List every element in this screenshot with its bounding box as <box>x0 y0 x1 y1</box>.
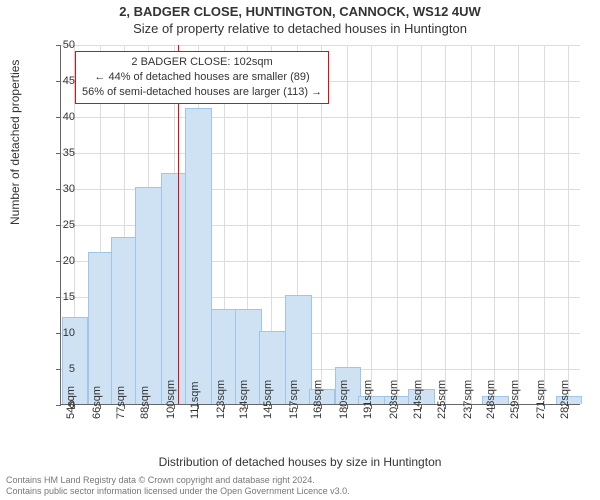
annotation-line: 2 BADGER CLOSE: 102sqm <box>82 55 322 70</box>
gridline-v <box>371 45 372 404</box>
gridline-v <box>421 45 422 404</box>
y-tick-label: 30 <box>45 183 75 195</box>
annotation-line: 56% of semi-detached houses are larger (… <box>82 85 322 100</box>
y-tick-label: 25 <box>45 219 75 231</box>
footer-line-1: Contains HM Land Registry data © Crown c… <box>6 475 594 486</box>
y-tick-label: 20 <box>45 255 75 267</box>
gridline-v <box>445 45 446 404</box>
gridline-v <box>568 45 569 404</box>
histogram-bar <box>135 187 162 404</box>
y-tick-label: 50 <box>45 39 75 51</box>
y-tick-label: 5 <box>45 363 75 375</box>
plot-region: 2 BADGER CLOSE: 102sqm← 44% of detached … <box>60 45 580 405</box>
chart-title: 2, BADGER CLOSE, HUNTINGTON, CANNOCK, WS… <box>0 0 600 19</box>
gridline-v <box>518 45 519 404</box>
y-tick-label: 45 <box>45 75 75 87</box>
annotation-line: ← 44% of detached houses are smaller (89… <box>82 70 322 85</box>
x-axis-label: Distribution of detached houses by size … <box>0 455 600 469</box>
chart-area: 2 BADGER CLOSE: 102sqm← 44% of detached … <box>60 45 580 405</box>
histogram-bar <box>185 108 212 404</box>
gridline-v <box>347 45 348 404</box>
gridline-v <box>471 45 472 404</box>
y-tick-label: 15 <box>45 291 75 303</box>
y-tick-label: 40 <box>45 111 75 123</box>
gridline-v <box>397 45 398 404</box>
chart-container: 2, BADGER CLOSE, HUNTINGTON, CANNOCK, WS… <box>0 0 600 500</box>
gridline-v <box>544 45 545 404</box>
gridline-v <box>494 45 495 404</box>
y-axis-label: Number of detached properties <box>8 60 22 225</box>
chart-subtitle: Size of property relative to detached ho… <box>0 19 600 36</box>
annotation-box: 2 BADGER CLOSE: 102sqm← 44% of detached … <box>75 51 329 104</box>
footer-line-2: Contains public sector information licen… <box>6 486 594 497</box>
y-tick-label: 35 <box>45 147 75 159</box>
y-tick-label: 10 <box>45 327 75 339</box>
footer-attribution: Contains HM Land Registry data © Crown c… <box>6 475 594 497</box>
